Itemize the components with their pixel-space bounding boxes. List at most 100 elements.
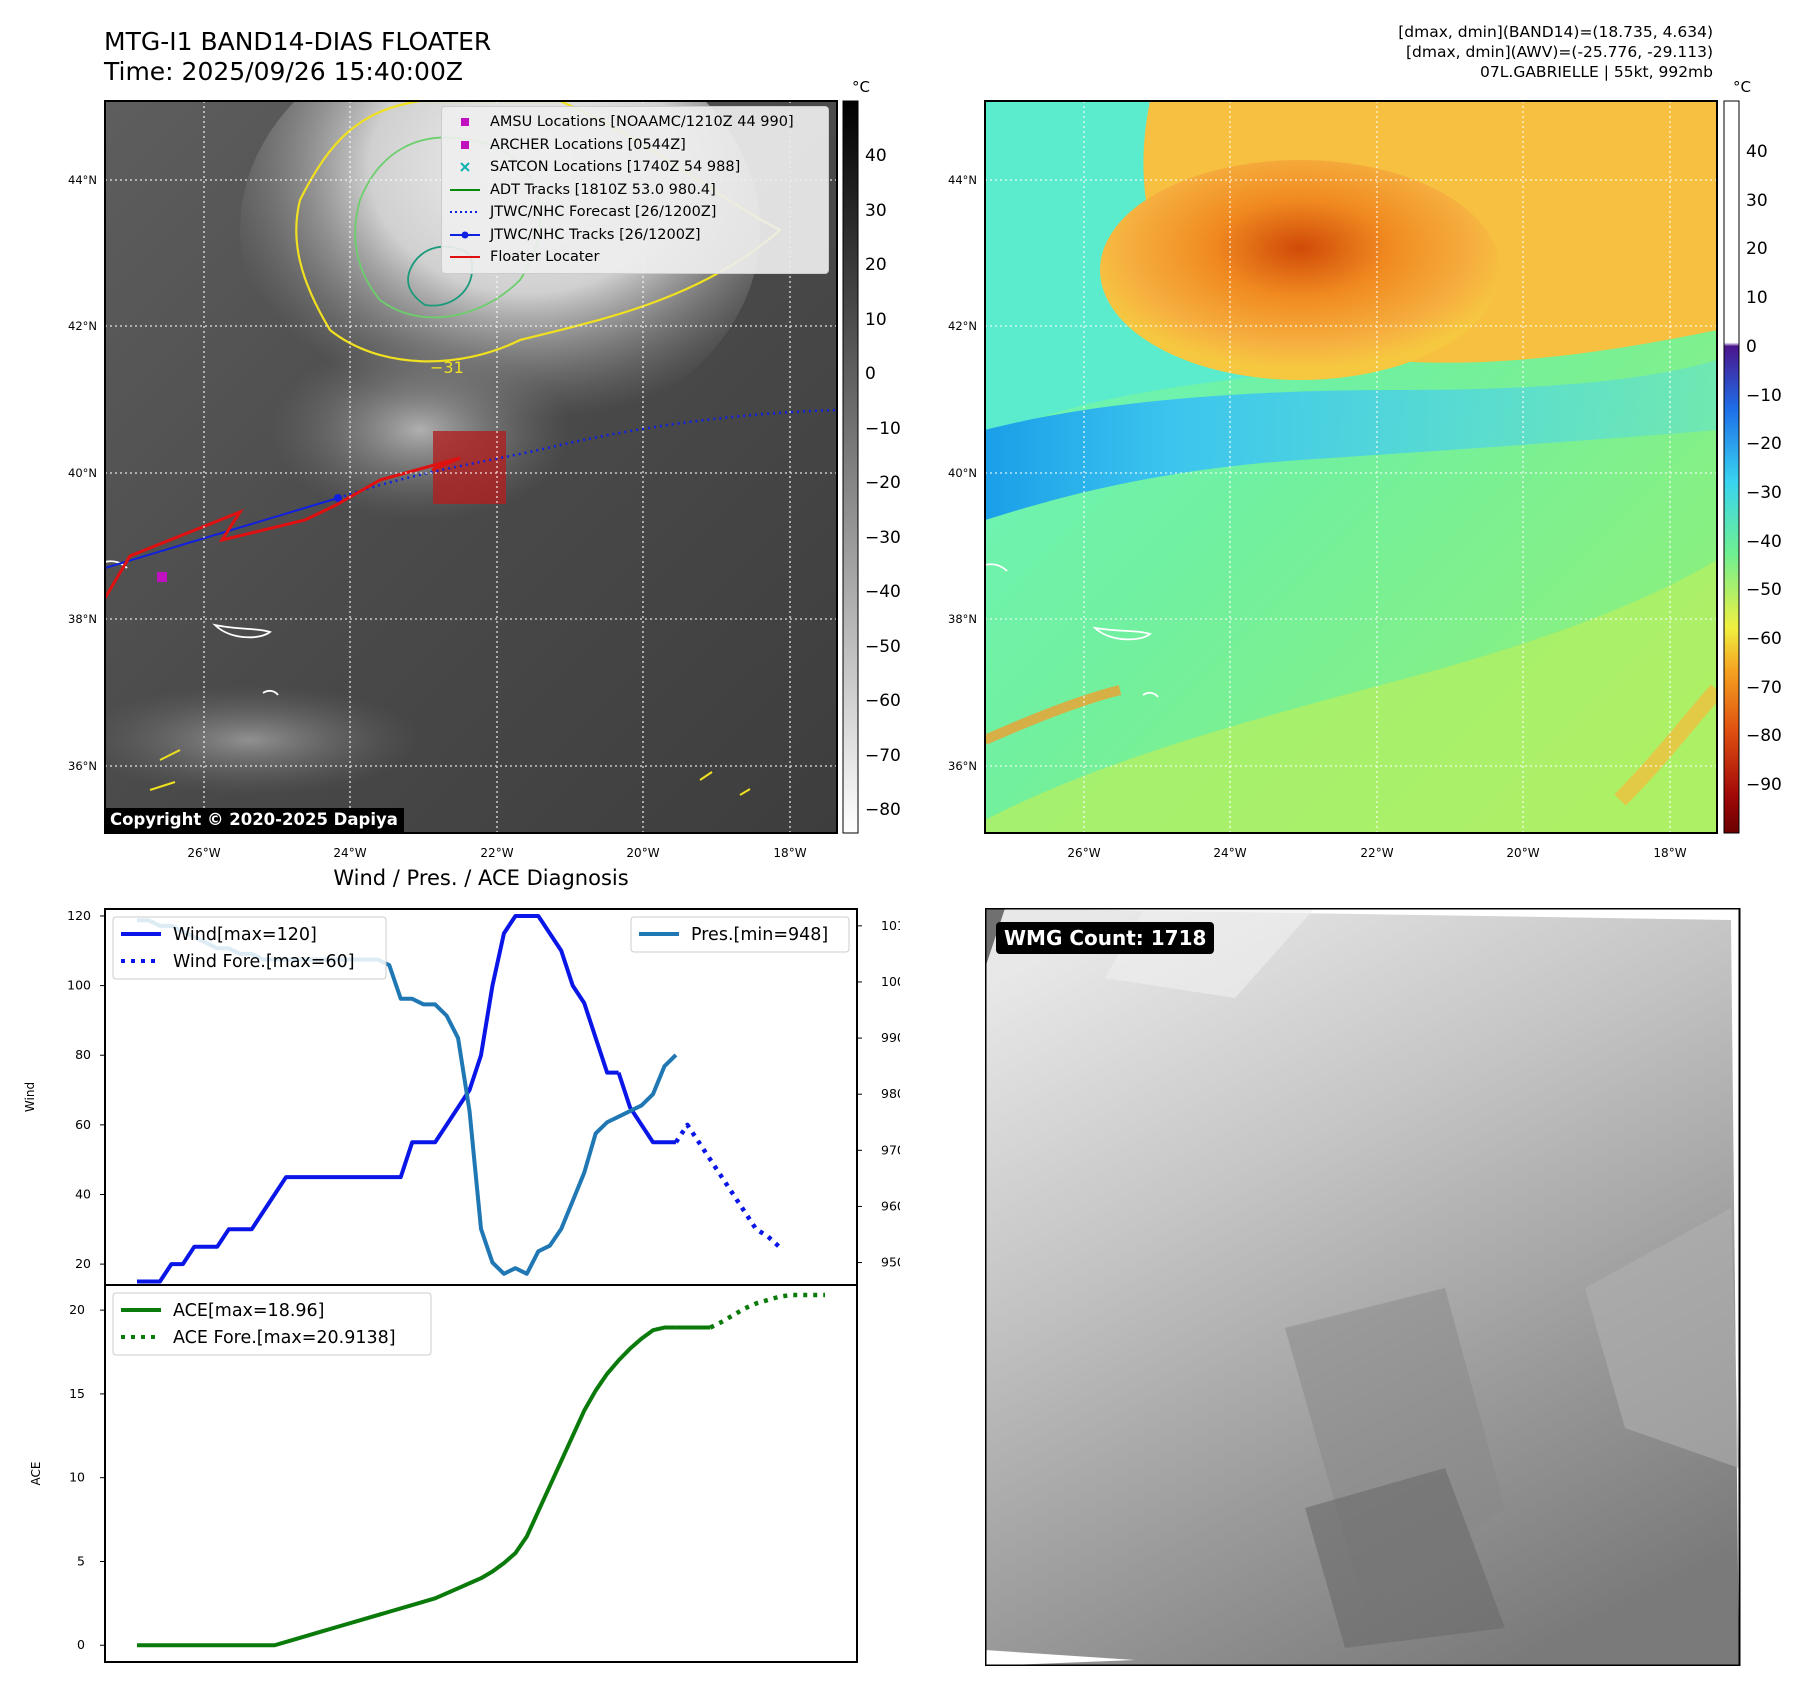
pressure-tick-label: 960 [881, 1198, 900, 1213]
colorbar-tick: 10 [865, 309, 887, 330]
lon-label: 18°W [773, 846, 807, 860]
colorbar-tick: 40 [865, 146, 887, 166]
lon-label: 24°W [333, 846, 367, 860]
legend-item: SATCON Locations [1740Z 54 988] [448, 156, 822, 179]
legend-item: Floater Locater [448, 246, 822, 269]
legend-swatch [450, 231, 480, 239]
wind-line [616, 1072, 676, 1145]
copyright: Copyright © 2020-2025 Dapiya [105, 808, 404, 832]
colorbar-tick: −50 [865, 636, 901, 657]
title-line-1: MTG-I1 BAND14-DIAS FLOATER [104, 27, 492, 56]
ace-tick-label: 10 [69, 1470, 85, 1485]
ace-legend-label: ACE[max=18.96] [173, 1301, 324, 1321]
colorbar-tick: −40 [1746, 531, 1782, 552]
colorbar-tick: 0 [865, 364, 876, 384]
pressure-tick-label: 950 [881, 1255, 900, 1270]
wind-tick-label: 80 [75, 1047, 91, 1062]
wind-legend-box [112, 916, 387, 980]
lat-label: 38°N [948, 612, 977, 626]
title-line-2: Time: 2025/09/26 15:40:00Z [104, 57, 463, 86]
diagnosis-title: Wind / Pres. / ACE Diagnosis [333, 866, 629, 890]
wind-tick-label: 100 [67, 978, 91, 993]
legend-label: AMSU Locations [NOAAMC/1210Z 44 990] [490, 114, 794, 131]
lat-label: 44°N [68, 173, 97, 187]
lat-label: 36°N [68, 759, 97, 773]
pressure-legend-box [630, 916, 850, 953]
lon-label: 24°W [1213, 846, 1247, 860]
lon-label: 20°W [626, 846, 660, 860]
lat-label: 44°N [948, 173, 977, 187]
colorbar-tick: −70 [1746, 677, 1782, 698]
colorbar-tick: 30 [865, 200, 887, 221]
colorbar-tick: −30 [865, 527, 901, 548]
diagnosis-chart: 2040608010012095096097098099010001010Win… [23, 908, 900, 1663]
colorbar-tick: −80 [1746, 726, 1782, 747]
colorbar-tick: 20 [1746, 239, 1768, 260]
colorbar-tick: 10 [1746, 288, 1768, 309]
legend-item: ARCHER Locations [0544Z] [448, 134, 822, 157]
legend-swatch [461, 140, 469, 149]
wind-tick-label: 40 [75, 1186, 91, 1201]
wind-line [137, 913, 619, 1284]
colorbar-tick: −10 [1746, 385, 1782, 406]
lon-label: 22°W [480, 846, 514, 860]
lon-label: 20°W [1506, 846, 1540, 860]
ace-axis-label: ACE [29, 1462, 43, 1486]
colorbar-tick: −40 [865, 582, 901, 602]
ace-tick-label: 20 [69, 1302, 85, 1317]
lat-label: 40°N [68, 466, 97, 480]
legend-swatch [450, 188, 480, 191]
colorbar-tick: −20 [865, 473, 901, 493]
left-colorbar-unit: °C [852, 78, 870, 96]
colorbar-tick: 0 [1746, 336, 1757, 357]
ace-tick-label: 0 [77, 1637, 85, 1652]
pressure-tick-label: 1000 [881, 974, 900, 989]
lon-label: 26°W [1067, 846, 1101, 860]
lat-label: 42°N [948, 319, 977, 333]
info-line-2: [dmax, dmin](AWV)=(-25.776, -29.113) [1406, 43, 1713, 61]
ace-legend-label: ACE Fore.[max=20.9138] [173, 1328, 396, 1348]
lat-label: 36°N [948, 759, 977, 773]
legend-item: AMSU Locations [NOAAMC/1210Z 44 990] [448, 111, 822, 134]
info-line-1: [dmax, dmin](BAND14)=(18.735, 4.634) [1398, 23, 1713, 41]
colorbar-tick: −70 [865, 745, 901, 766]
wind-tick-label: 20 [75, 1256, 91, 1271]
ace-line [137, 1325, 676, 1648]
legend-swatch [460, 162, 470, 172]
legend-label: JTWC/NHC Forecast [26/1200Z] [490, 204, 717, 221]
right-map [984, 100, 1740, 834]
ace-tick-label: 5 [77, 1553, 85, 1568]
colorbar-tick: 40 [1746, 142, 1768, 162]
colorbar-tick: 20 [865, 255, 887, 275]
colorbar-tick: −60 [1746, 629, 1782, 649]
ace-legend-box [112, 1292, 432, 1356]
wind-legend-label: Wind Fore.[max=60] [173, 952, 355, 972]
pressure-legend-label: Pres.[min=948] [691, 925, 828, 945]
legend-label: ADT Tracks [1810Z 53.0 980.4] [490, 181, 716, 198]
wmg-count-badge: WMG Count: 1718 [996, 922, 1215, 954]
pressure-tick-label: 980 [881, 1086, 900, 1101]
contour-label: −31 [430, 358, 464, 377]
wmg-panel [985, 908, 1741, 1666]
legend-swatch [450, 211, 480, 214]
wind-forecast-line [674, 1122, 781, 1249]
lon-label: 22°W [1360, 846, 1394, 860]
legend-item: ADT Tracks [1810Z 53.0 980.4] [448, 179, 822, 202]
right-colorbar-unit: °C [1733, 78, 1751, 96]
colorbar-tick: −80 [865, 800, 901, 820]
legend-label: ARCHER Locations [0544Z] [490, 136, 686, 153]
wind-axis-label: Wind [23, 1082, 37, 1112]
legend-item: JTWC/NHC Tracks [26/1200Z] [448, 224, 822, 247]
lon-label: 18°W [1653, 846, 1687, 860]
ace-forecast-line [709, 1292, 825, 1330]
colorbar-tick: −60 [865, 691, 901, 711]
legend-label: JTWC/NHC Tracks [26/1200Z] [490, 226, 701, 243]
colorbar-tick: −20 [1746, 434, 1782, 455]
lat-label: 42°N [68, 319, 97, 333]
pressure-tick-label: 970 [881, 1142, 900, 1157]
wind-tick-label: 60 [75, 1117, 91, 1132]
legend-swatch [461, 118, 469, 127]
colorbar-tick: −50 [1746, 580, 1782, 601]
wind-tick-label: 120 [67, 908, 91, 923]
